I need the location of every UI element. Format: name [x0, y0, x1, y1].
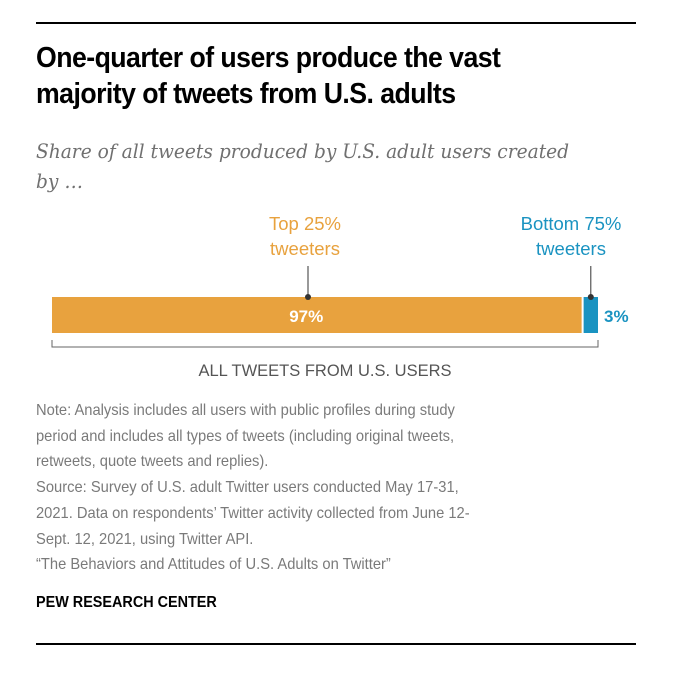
- chart-subtitle: Share of all tweets produced by U.S. adu…: [36, 136, 613, 196]
- chart-title: One-quarter of users produce the vast ma…: [36, 40, 606, 112]
- title-line: One-quarter of users produce the vast: [36, 42, 501, 74]
- bar-segment-bottom-75: [583, 297, 598, 333]
- series-label: tweeters: [270, 238, 340, 259]
- note-line: period and includes all types of tweets …: [36, 427, 455, 445]
- bottom-rule: [36, 643, 636, 645]
- source-line: 2021. Data on respondents’ Twitter activ…: [36, 504, 470, 522]
- report-title-line: “The Behaviors and Attitudes of U.S. Adu…: [36, 556, 391, 574]
- subtitle-line: by …: [36, 169, 83, 193]
- pew-research-center-logo: PEW RESEARCH CENTER: [36, 594, 217, 611]
- note-line: retweets, quote tweets and replies).: [36, 453, 269, 471]
- value-label: 97%: [289, 307, 323, 326]
- value-label: 3%: [604, 307, 629, 326]
- note-line: Note: Analysis includes all users with p…: [36, 402, 455, 419]
- series-label: Bottom 75%: [521, 213, 622, 234]
- source-line: Source: Survey of U.S. adult Twitter use…: [36, 479, 459, 497]
- bar-segment-top-25: [52, 297, 582, 333]
- subtitle-line: Share of all tweets produced by U.S. adu…: [36, 139, 570, 163]
- series-label: Top 25%: [269, 213, 341, 234]
- leader-dot: [305, 294, 311, 300]
- top-rule: [36, 22, 636, 24]
- stacked-bar-chart: Top 25% tweeters 97% Bottom 75% tweeters 3% A…: [51, 213, 629, 380]
- series-label: tweeters: [536, 238, 606, 259]
- notes-block: Note: Analysis includes all users with p…: [36, 398, 625, 578]
- title-line: majority of tweets from U.S. adults: [36, 78, 456, 110]
- x-axis-label: ALL TWEETS FROM U.S. USERS: [198, 362, 451, 380]
- bracket: [51, 340, 599, 348]
- leader-dot: [587, 294, 594, 300]
- source-line: Sept. 12, 2021, using Twitter API.: [36, 530, 254, 548]
